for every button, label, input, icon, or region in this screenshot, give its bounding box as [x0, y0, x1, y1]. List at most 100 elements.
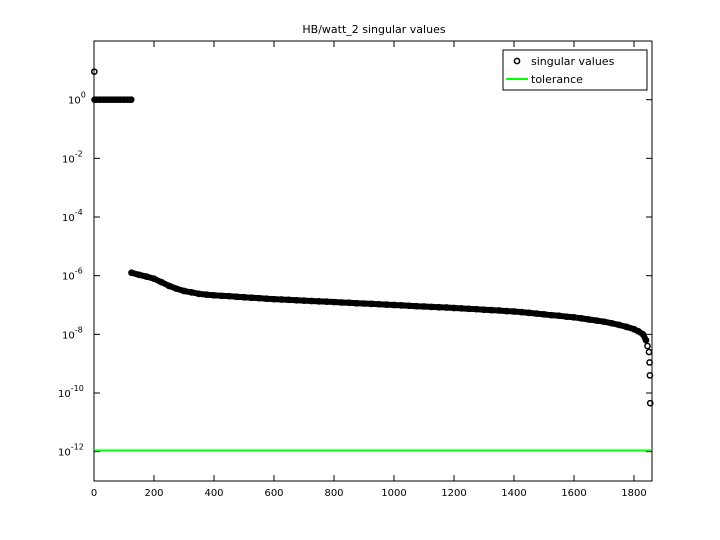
singular-value-point	[111, 96, 119, 104]
singular-value-point	[165, 282, 173, 290]
singular-value-point	[360, 300, 368, 307]
singular-value-point	[518, 308, 525, 316]
singular-value-point	[338, 299, 345, 306]
singular-value-point	[450, 304, 458, 312]
singular-value-point	[510, 308, 518, 315]
singular-value-point	[398, 302, 405, 309]
x-tick-label: 1000	[381, 488, 406, 499]
singular-value-point	[608, 319, 615, 327]
singular-value-point	[480, 306, 488, 314]
singular-value-point	[123, 96, 131, 104]
y-tick-label: 10-10	[58, 384, 84, 400]
singular-value-point	[642, 336, 650, 344]
singular-value-point	[218, 292, 225, 300]
singular-value-point	[330, 298, 338, 306]
singular-value-point	[488, 306, 495, 314]
x-tick-label: 200	[144, 488, 163, 499]
singular-value-point	[150, 275, 158, 283]
plot-area: 0 200 400 600 800 1000 1200 1400 1600 1800 100 10-2…	[58, 40, 654, 499]
singular-value-point	[102, 96, 110, 104]
singular-value-point	[99, 96, 107, 104]
singular-value-point	[428, 303, 435, 311]
singular-value-point	[225, 292, 233, 300]
singular-value-point	[173, 285, 180, 293]
singular-value-point	[105, 96, 113, 104]
singular-value-point	[645, 348, 653, 356]
singular-value-point	[233, 293, 240, 301]
legend: singular values tolerance	[502, 49, 648, 91]
singular-value-point	[203, 291, 210, 298]
singular-value-point	[563, 313, 570, 321]
singular-value-point	[390, 301, 398, 309]
singular-value-point	[375, 300, 383, 308]
singular-value-point	[93, 96, 101, 104]
x-tick-label: 800	[324, 488, 343, 499]
singular-value-point	[525, 309, 533, 317]
singular-value-point	[278, 296, 285, 303]
x-tick-label: 400	[204, 488, 223, 499]
singular-value-point	[578, 315, 585, 322]
y-tick-label: 100	[68, 91, 86, 107]
singular-value-point	[248, 294, 255, 302]
legend-label-tolerance: tolerance	[531, 73, 583, 86]
singular-value-point	[639, 330, 647, 338]
legend-label-singular-values: singular values	[531, 55, 615, 68]
axes-box	[93, 40, 653, 482]
singular-value-point	[635, 328, 642, 335]
singular-value-point	[300, 297, 308, 304]
y-tick-label: 10-2	[62, 149, 83, 165]
singular-value-point	[128, 269, 135, 277]
singular-value-point	[533, 310, 540, 317]
y-tick-label: 10-12	[58, 443, 84, 459]
singular-value-point	[644, 342, 651, 350]
singular-value-point	[143, 273, 150, 280]
x-tick-label: 1600	[561, 488, 586, 499]
x-tick-label: 0	[91, 488, 97, 499]
singular-value-point	[443, 304, 450, 311]
singular-value-point	[255, 294, 263, 302]
y-tick-label: 10-6	[62, 267, 83, 283]
singular-value-point	[120, 96, 128, 104]
singular-value-point	[240, 293, 248, 301]
singular-value-point	[548, 311, 555, 319]
singular-value-point	[413, 302, 420, 310]
singular-value-point	[473, 305, 480, 313]
y-tick-label: 10-8	[62, 325, 83, 341]
singular-value-point	[555, 312, 563, 320]
singular-value-point	[540, 311, 548, 318]
singular-value-point	[308, 297, 315, 305]
singular-value-point	[383, 301, 390, 308]
singular-value-point	[458, 304, 465, 312]
x-tick-label: 600	[264, 488, 283, 499]
singular-value-point	[263, 295, 270, 303]
singular-value-point	[108, 96, 116, 104]
singular-value-point	[615, 321, 623, 329]
singular-value-point	[503, 307, 510, 315]
x-tick-label: 1800	[621, 488, 646, 499]
singular-value-point	[90, 68, 98, 76]
singular-value-point	[127, 96, 135, 104]
singular-value-point	[195, 290, 203, 298]
singular-value-point	[405, 302, 413, 310]
singular-value-point	[623, 323, 630, 331]
singular-value-point	[353, 299, 360, 307]
singular-value-point	[646, 399, 654, 407]
singular-value-point	[585, 316, 593, 323]
singular-value-point	[600, 318, 608, 326]
singular-value-point	[135, 271, 143, 279]
singular-value-point	[345, 299, 353, 307]
singular-value-point	[435, 303, 443, 311]
singular-value-point	[114, 96, 122, 104]
singular-value-point	[315, 298, 323, 305]
singular-value-point	[495, 307, 503, 314]
x-tick-label: 1200	[441, 488, 466, 499]
y-tick-label: 10-4	[62, 208, 83, 224]
singular-value-point	[646, 371, 654, 379]
singular-value-point	[293, 296, 300, 304]
singular-value-point	[270, 295, 278, 303]
singular-value-point	[180, 287, 188, 295]
singular-value-point	[323, 298, 330, 306]
singular-value-point	[188, 288, 195, 296]
legend-box	[502, 49, 648, 91]
